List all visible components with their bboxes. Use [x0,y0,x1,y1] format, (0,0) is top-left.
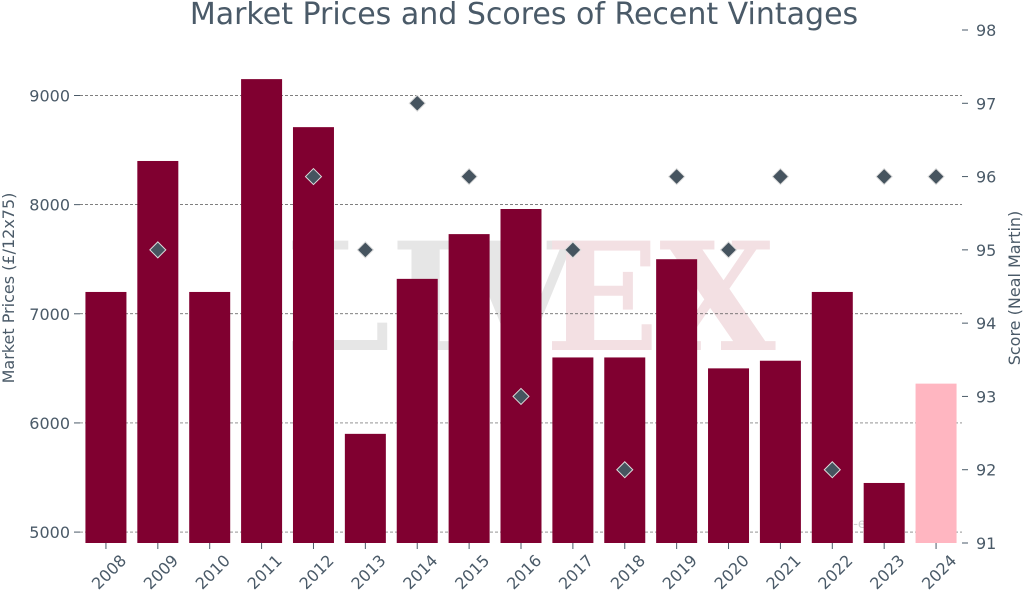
x-tick-label: 2024 [918,551,960,593]
y2-tick-label: 93 [976,387,996,406]
y2-tick-label: 92 [976,461,996,480]
score-point [149,241,167,259]
x-tick-label: 2019 [659,551,701,593]
y-axis-right: 91 92 93 94 95 96 97 98 [962,21,996,553]
price-bar [137,160,179,543]
y2-tick-label: 96 [976,168,996,187]
x-tick-label: 2008 [88,551,130,593]
y-tick-label: 6000 [29,414,70,433]
price-bar [656,259,698,543]
price-bar [189,291,231,543]
price-bar [241,79,283,544]
x-tick-label: 2009 [140,551,182,593]
x-tick-label: 2018 [607,551,649,593]
price-bar [292,127,334,544]
y-tick-label: 9000 [29,86,70,105]
y-axis-label: Market Prices (£/12x75) [0,193,18,384]
y-tick-label: 5000 [29,523,70,542]
x-tick-label: 2013 [347,551,389,593]
x-tick-label: 2011 [244,551,286,593]
chart-title: Market Prices and Scores of Recent Vinta… [190,0,858,32]
x-tick-label: 2022 [814,551,856,593]
price-bar [708,368,750,543]
x-tick-label: 2012 [295,551,337,593]
y2-tick-label: 97 [976,94,996,113]
price-bar [811,291,853,543]
bar-series [85,79,957,544]
score-point [771,167,790,186]
price-bar [552,357,594,543]
price-bar [396,278,438,543]
score-series [149,94,945,479]
score-point [667,167,686,186]
score-point [875,167,893,186]
score-point [927,167,945,186]
price-bar [863,482,905,543]
x-tick-label: 2010 [192,551,234,593]
price-bar [448,234,490,543]
score-point [356,241,375,259]
x-tick-label: 2023 [866,551,908,593]
y-tick-label: 8000 [29,196,70,215]
score-point [823,461,842,479]
price-bar [500,209,542,543]
price-bar [759,360,801,543]
price-bar [604,357,646,543]
score-point [616,461,634,479]
price-bar [344,433,386,543]
price-bar [85,291,127,543]
y2-axis-label: Score (Neal Martin) [1005,211,1024,366]
x-tick-label: 2021 [762,551,804,593]
score-point [512,387,530,406]
y2-tick-label: 91 [976,534,996,553]
score-point [719,241,738,259]
x-tick-label: 2015 [451,551,493,593]
price-bar [915,383,957,543]
y2-tick-label: 98 [976,21,996,40]
y2-tick-label: 94 [976,314,996,333]
x-tick-label: 2014 [399,551,441,593]
x-tick-label: 2020 [711,551,753,593]
x-tick-label: 2017 [555,551,597,593]
y-axis-left: 5000 6000 7000 8000 9000 [29,86,80,542]
score-point [564,241,582,259]
score-point [304,167,323,186]
x-tick-label: 2016 [503,551,545,593]
y-tick-label: 7000 [29,305,70,324]
score-point [408,94,426,112]
score-point [460,167,478,186]
y2-tick-label: 95 [976,241,996,260]
x-axis: 2008 2009 2010 2011 2012 2013 2014 2015 2016 2017… [88,543,960,593]
